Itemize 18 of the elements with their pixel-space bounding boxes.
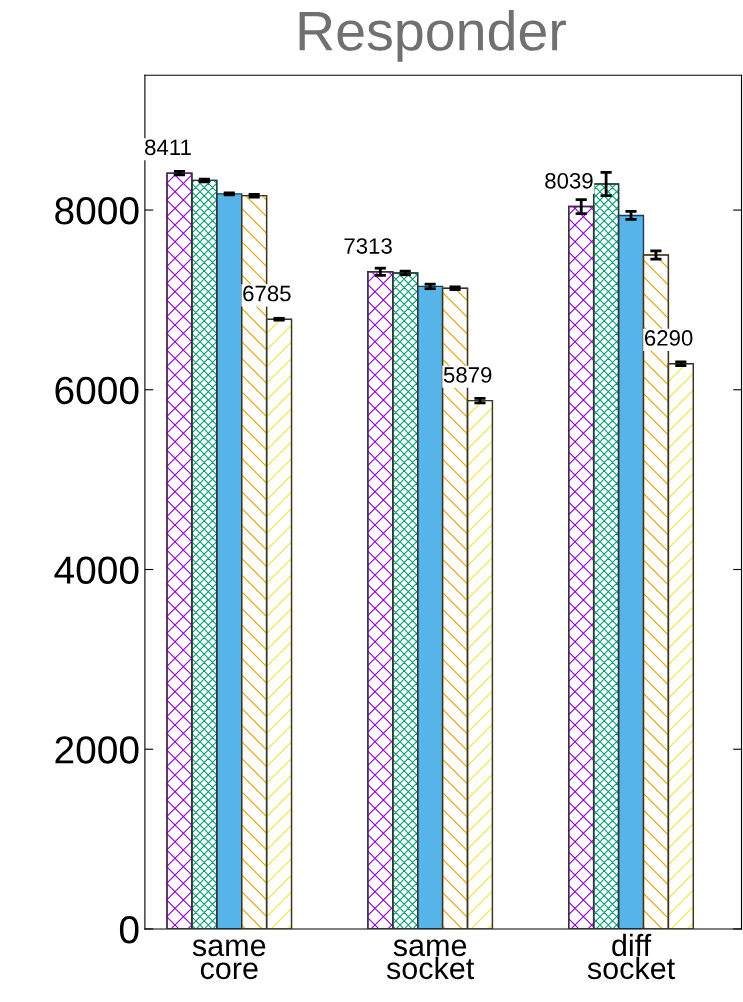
bar [617,214,645,929]
x-tick-label: same core [192,939,266,980]
y-tick-label: 8000 [55,196,139,225]
y-tick-label: 6000 [55,376,139,405]
data-label: 8039 [545,172,593,189]
data-label: 8411 [145,139,191,156]
data-label: 7313 [344,238,392,254]
bar [216,193,243,929]
data-label: 6290 [645,330,693,346]
x-tick-label: same socket [386,939,475,980]
chart-title: Responder [299,10,566,62]
data-label: 6785 [243,285,291,302]
bar [416,285,444,929]
data-label: 5879 [443,367,492,383]
y-tick-label: 0 [119,915,139,944]
y-tick-label: 4000 [54,556,139,584]
y-tick-label: 2000 [55,736,139,764]
x-tick-label: diff socket [587,933,675,980]
